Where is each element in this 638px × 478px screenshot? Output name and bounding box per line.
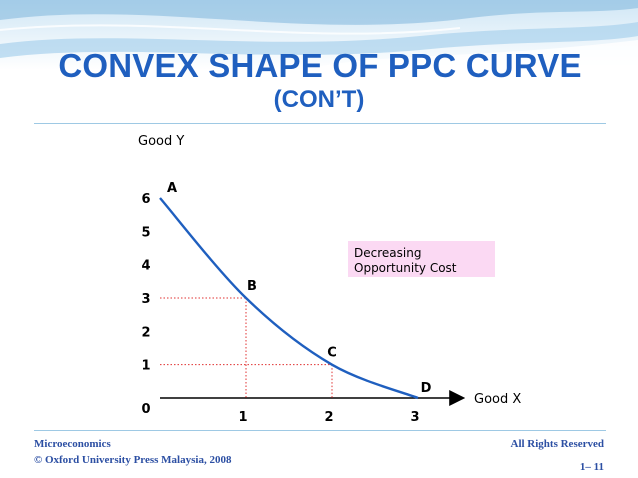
y-axis-title: Good Y: [138, 134, 184, 149]
footer-copyright: © Oxford University Press Malaysia, 2008: [34, 454, 232, 466]
point-label-a: A: [167, 181, 177, 196]
point-label-c: C: [327, 346, 337, 361]
annotation-line-1: Decreasing: [354, 246, 421, 260]
y-tick-label-1: 1: [141, 359, 150, 374]
footer-rights: All Rights Reserved: [510, 438, 605, 450]
y-tick-label-4: 4: [141, 259, 150, 274]
point-label-b: B: [247, 279, 257, 294]
footer-divider: [34, 430, 606, 431]
y-tick-label-6: 6: [141, 192, 150, 207]
x-tick-label-1: 1: [238, 410, 247, 425]
origin-label: 0: [141, 402, 150, 417]
annotation-box: [348, 241, 495, 277]
footer-course: Microeconomics: [34, 438, 111, 450]
y-tick-label-2: 2: [141, 325, 150, 340]
page-title: CONVEX SHAPE OF PPC CURVE: [58, 47, 582, 84]
y-tick-label-3: 3: [141, 292, 150, 307]
y-tick-label-5: 5: [141, 225, 150, 240]
header-banner: [0, 0, 638, 70]
x-tick-label-3: 3: [410, 410, 419, 425]
x-axis-title: Good X: [474, 392, 521, 407]
title-divider: [34, 123, 606, 124]
annotation-line-2: Opportunity Cost: [354, 261, 457, 275]
footer-page-number: 1– 11: [579, 461, 604, 473]
page-subtitle: (CON’T): [273, 86, 365, 113]
point-label-d: D: [421, 381, 432, 396]
ppc-curve: [159, 197, 419, 400]
x-tick-label-2: 2: [324, 410, 333, 425]
